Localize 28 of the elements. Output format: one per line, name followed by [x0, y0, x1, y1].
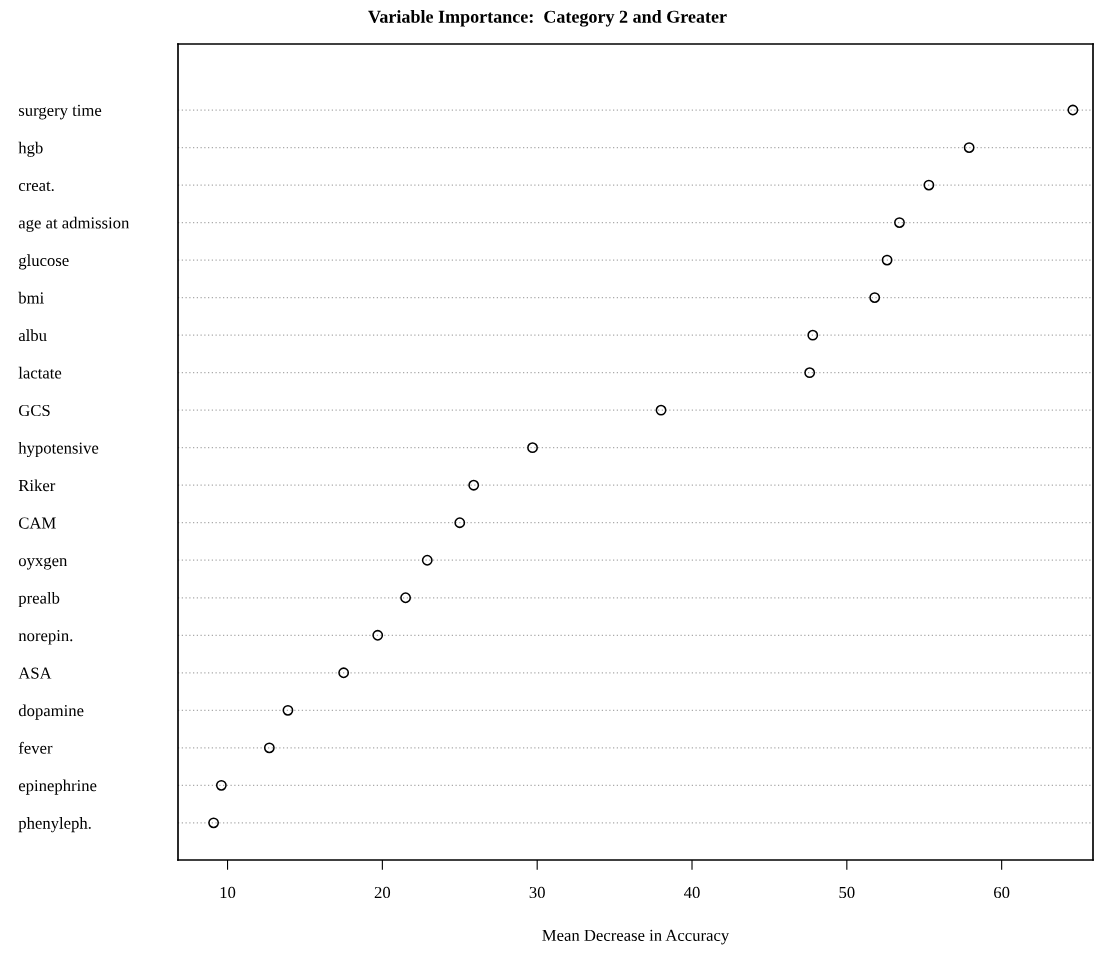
- x-tick-label: 10: [220, 886, 236, 899]
- y-tick-label: age at admission: [18, 216, 130, 232]
- y-tick-label: fever: [18, 741, 53, 754]
- x-axis-title: Mean Decrease in Accuracy: [542, 929, 730, 945]
- y-tick-label: ASA: [18, 667, 52, 679]
- y-tick-label: bmi: [18, 291, 44, 304]
- x-tick-label: 30: [529, 886, 545, 899]
- y-tick-label: norepin.: [18, 630, 73, 645]
- x-tick-label: 50: [839, 886, 855, 899]
- y-tick-label: oyxgen: [18, 557, 68, 570]
- y-tick-label: lactate: [18, 366, 62, 379]
- y-tick-label: prealb: [18, 591, 60, 608]
- y-tick-label: phenyleph.: [18, 817, 91, 833]
- y-tick-label: epinephrine: [18, 779, 97, 795]
- x-tick-label: 40: [684, 886, 700, 899]
- y-tick-label: creat.: [18, 181, 54, 192]
- y-tick-label: surgery time: [18, 104, 102, 120]
- x-tick-label: 60: [994, 886, 1010, 899]
- y-tick-label: albu: [18, 329, 47, 342]
- y-tick-label: hypotensive: [18, 441, 99, 458]
- chart-title: Variable Importance: Category 2 and Greater: [368, 10, 727, 27]
- y-tick-label: GCS: [18, 404, 50, 417]
- y-tick-label: Riker: [18, 479, 56, 492]
- y-tick-label: CAM: [18, 517, 56, 529]
- y-tick-label: dopamine: [18, 704, 84, 720]
- y-tick-label: hgb: [18, 141, 43, 157]
- x-tick-label: 20: [374, 886, 391, 899]
- y-tick-label: glucose: [18, 254, 69, 270]
